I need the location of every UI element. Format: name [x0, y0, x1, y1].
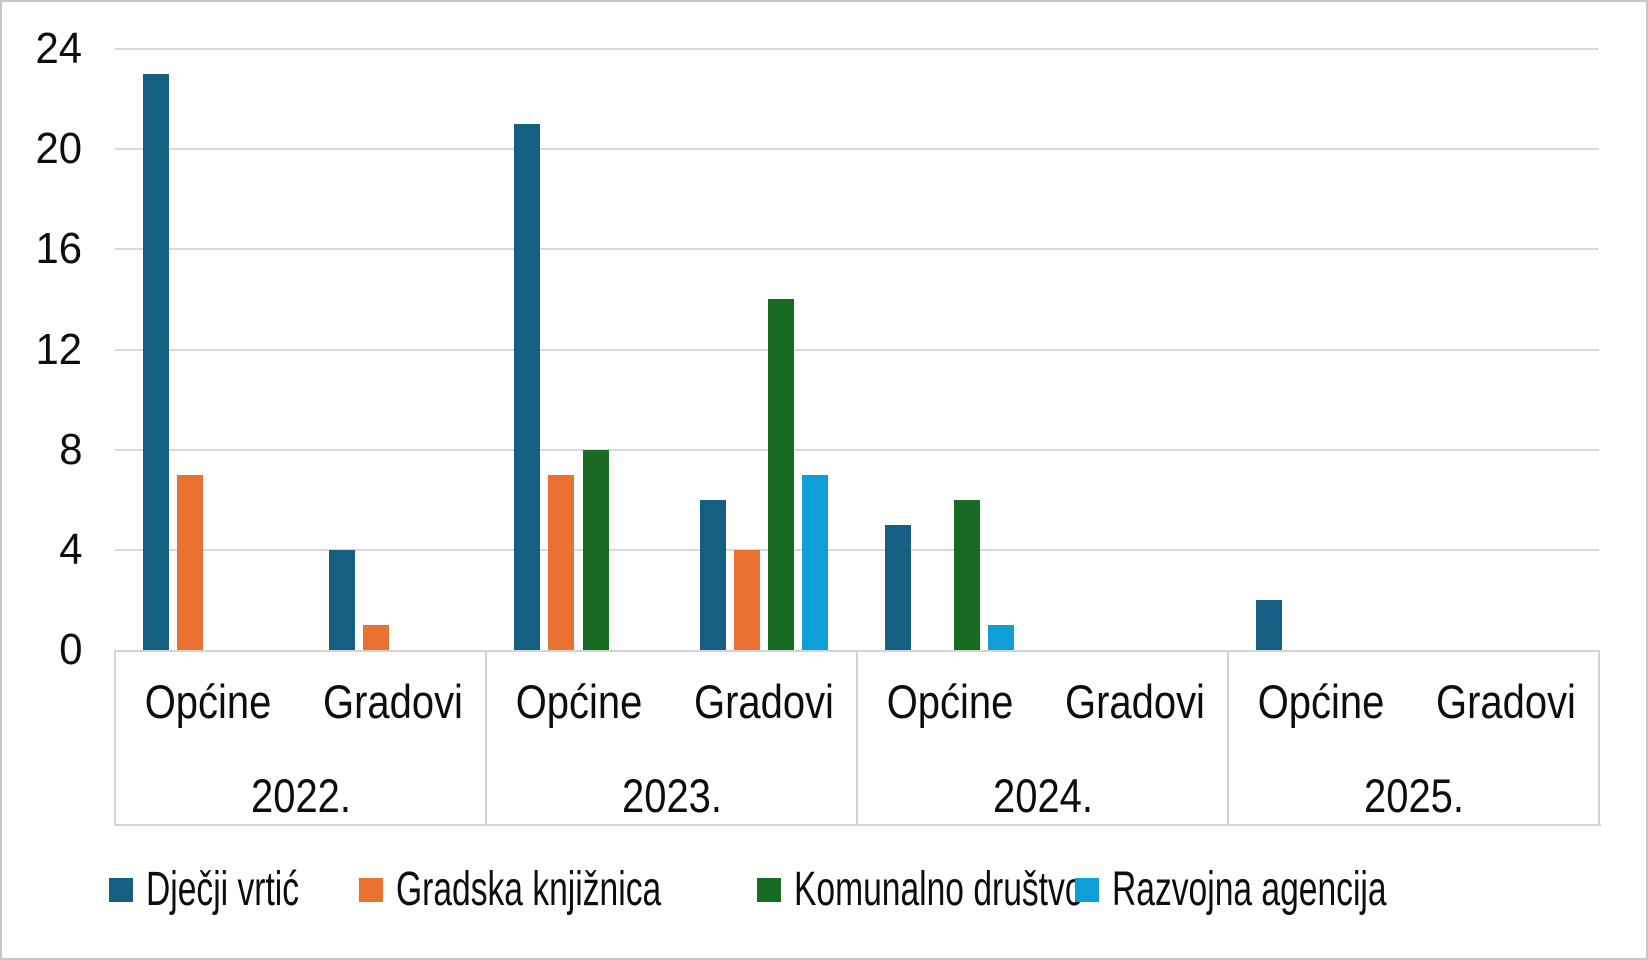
category-label-gradovi-2024-text: Gradovi	[1065, 675, 1205, 728]
y-axis-tick-label-20: 20	[2, 127, 82, 171]
category-label-op-ine-2023-text: Općine	[515, 675, 643, 728]
legend-item-komunalno-dru-tvo: Komunalno društvo	[757, 866, 1208, 914]
legend-swatch-razvojna-agencija	[1075, 878, 1099, 902]
year-label-2023: 2023.	[613, 772, 731, 819]
gridline-8	[115, 449, 1599, 451]
bar-razvojna-agencija-2023-gradovi	[802, 475, 828, 650]
legend-swatch-komunalno-dru-tvo	[757, 878, 781, 902]
y-axis-tick-label-12-text: 12	[35, 325, 82, 374]
bar-komunalno-dru-tvo-2024-op-ine	[954, 500, 980, 650]
bar-gradska-knji-nica-2023-gradovi	[734, 550, 760, 650]
bar-dje-ji-vrti--2022-gradovi	[329, 550, 355, 650]
bar-dje-ji-vrti--2024-op-ine	[885, 525, 911, 650]
y-axis-tick-label-8: 8	[2, 428, 82, 472]
legend-label-dje-ji-vrti-: Dječji vrtić	[146, 863, 300, 916]
bar-gradska-knji-nica-2022-gradovi	[363, 625, 389, 650]
year-label-2025: 2025.	[1355, 772, 1473, 819]
category-label-op-ine-2025: Općine	[1247, 678, 1396, 725]
category-label-gradovi-2024: Gradovi	[1053, 678, 1218, 725]
category-label-op-ine-2022: Općine	[134, 678, 283, 725]
y-axis-tick-label-0: 0	[2, 628, 82, 672]
y-axis-tick-label-4-text: 4	[58, 525, 82, 574]
category-label-gradovi-2022: Gradovi	[311, 678, 476, 725]
year-group-divider-4	[1598, 650, 1600, 826]
bar-komunalno-dru-tvo-2023-gradovi	[768, 299, 794, 650]
category-label-op-ine-2023: Općine	[505, 678, 654, 725]
gridline-12	[115, 349, 1599, 351]
year-group-divider-2	[856, 650, 858, 826]
bar-dje-ji-vrti--2022-op-ine	[143, 74, 169, 650]
legend-swatch-gradska-knji-nica	[359, 878, 383, 902]
legend-item-gradska-knji-nica: Gradska knjižnica	[359, 866, 775, 914]
year-label-2023-text: 2023.	[622, 769, 722, 822]
category-label-gradovi-2025: Gradovi	[1424, 678, 1589, 725]
gridline-4	[115, 549, 1599, 551]
y-axis-tick-label-8-text: 8	[58, 425, 82, 474]
bar-dje-ji-vrti--2023-gradovi	[700, 500, 726, 650]
category-label-op-ine-2024: Općine	[876, 678, 1025, 725]
category-label-gradovi-2022-text: Gradovi	[323, 675, 463, 728]
year-label-2022: 2022.	[242, 772, 360, 819]
bar-gradska-knji-nica-2022-op-ine	[177, 475, 203, 650]
category-label-gradovi-2025-text: Gradovi	[1436, 675, 1576, 728]
legend-label-komunalno-dru-tvo: Komunalno društvo	[794, 863, 1084, 916]
year-group-divider-0	[114, 650, 116, 826]
y-axis-tick-label-16: 16	[2, 227, 82, 271]
category-label-gradovi-2023-text: Gradovi	[694, 675, 834, 728]
legend-item-dje-ji-vrti-: Dječji vrtić	[109, 866, 365, 914]
year-label-2025-text: 2025.	[1364, 769, 1464, 822]
legend-swatch-dje-ji-vrti-	[109, 878, 133, 902]
legend-item-razvojna-agencija: Razvojna agencija	[1075, 866, 1504, 914]
category-label-op-ine-2025-text: Općine	[1257, 675, 1385, 728]
legend-label-razvojna-agencija: Razvojna agencija	[1112, 863, 1387, 916]
gridline-16	[115, 248, 1599, 250]
bar-dje-ji-vrti--2025-op-ine	[1256, 600, 1282, 650]
bar-gradska-knji-nica-2023-op-ine	[548, 475, 574, 650]
year-label-2022-text: 2022.	[251, 769, 351, 822]
year-label-2024: 2024.	[984, 772, 1102, 819]
y-axis-tick-label-12: 12	[2, 328, 82, 372]
y-axis-tick-label-4: 4	[2, 528, 82, 572]
gridline-20	[115, 148, 1599, 150]
year-label-2024-text: 2024.	[993, 769, 1093, 822]
axis-table-bottom-border	[115, 824, 1601, 826]
category-label-gradovi-2023: Gradovi	[682, 678, 847, 725]
y-axis-tick-label-24: 24	[2, 27, 82, 71]
category-label-op-ine-2022-text: Općine	[144, 675, 272, 728]
gridline-24	[115, 48, 1599, 50]
bar-dje-ji-vrti--2023-op-ine	[514, 124, 540, 650]
y-axis-tick-label-20-text: 20	[35, 124, 82, 173]
y-axis-tick-label-24-text: 24	[35, 24, 82, 73]
category-label-op-ine-2024-text: Općine	[886, 675, 1014, 728]
year-group-divider-3	[1227, 650, 1229, 826]
bar-komunalno-dru-tvo-2023-op-ine	[583, 450, 609, 650]
y-axis-tick-label-16-text: 16	[35, 224, 82, 273]
y-axis-tick-label-0-text: 0	[58, 625, 82, 674]
year-group-divider-1	[485, 650, 487, 826]
bar-razvojna-agencija-2024-op-ine	[988, 625, 1014, 650]
legend-label-gradska-knji-nica: Gradska knjižnica	[396, 863, 662, 916]
